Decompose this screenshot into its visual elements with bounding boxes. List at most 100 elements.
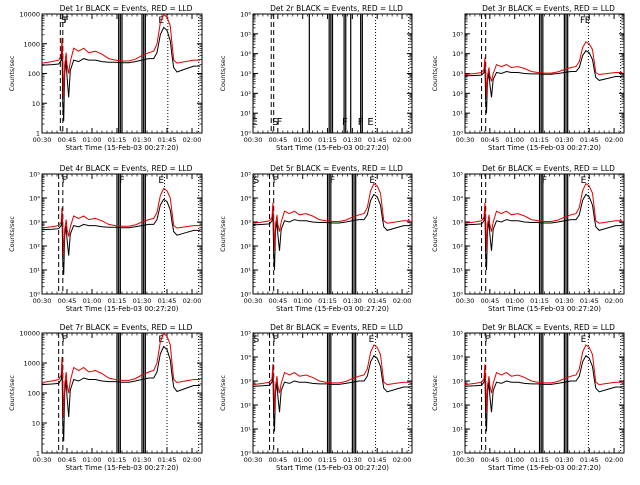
marker-label: S [61, 16, 67, 26]
x-tick-label: 02:00 [183, 136, 202, 144]
lld-trace [41, 13, 201, 98]
y-tick-label: 10¹ [240, 110, 251, 118]
marker-label: F [62, 335, 67, 345]
plot-frame [252, 173, 413, 295]
x-tick-label: 00:45 [268, 136, 287, 144]
x-tick-label: 01:15 [318, 297, 337, 305]
x-tick-label: 01:00 [83, 456, 102, 464]
events-trace [41, 26, 201, 122]
x-axis-title: Start Time (15-Feb-03 00:27:20) [276, 305, 389, 313]
y-tick-label: 10³ [29, 219, 40, 227]
x-tick-label: 01:00 [293, 136, 312, 144]
y-axis-title: Counts/sec [431, 55, 439, 91]
y-tick-label: 10³ [240, 219, 251, 227]
x-tick-label: 01:45 [580, 297, 599, 305]
marker-label: F [342, 117, 348, 128]
lld-trace [464, 182, 623, 251]
x-tick-label: 01:45 [368, 297, 387, 305]
y-tick-label: 10⁰ [240, 450, 251, 458]
y-axis-title: Counts/sec [219, 216, 227, 252]
y-tick-label: 10⁴ [452, 50, 463, 58]
y-tick-label: 10¹ [240, 267, 251, 275]
marker-label: F [277, 117, 283, 128]
y-tick-label: 10² [240, 90, 251, 98]
x-tick-label: 01:45 [368, 136, 387, 144]
plot-frame [252, 332, 413, 454]
y-tick-label: 1 [36, 450, 40, 458]
y-tick-label: 1000 [23, 40, 40, 48]
events-trace [41, 345, 201, 442]
plot-frame [464, 332, 625, 454]
x-axis-title: Start Time (15-Feb-03 00:27:20) [65, 144, 178, 152]
x-tick-label: 01:45 [580, 456, 599, 464]
panel-det-5: Det 5r BLACK = Events, RED = LLD 10⁰ 10¹ 10… [219, 164, 413, 313]
y-tick-label: 10⁵ [240, 30, 251, 38]
y-axis-title: Counts/sec [431, 375, 439, 411]
x-tick-label: 01:15 [108, 297, 127, 305]
marker-label: E [251, 117, 257, 128]
panel-title: Det 6r BLACK = Events, RED = LLD [482, 164, 615, 173]
y-tick-label: 10⁵ [29, 171, 40, 179]
x-tick-label: 01:15 [108, 136, 127, 144]
marker-label: S [272, 117, 278, 128]
panel-title: Det 3r BLACK = Events, RED = LLD [482, 4, 615, 13]
y-tick-label: 10³ [452, 378, 463, 386]
y-axis-title: Counts/sec [219, 55, 227, 91]
x-tick-label: 00:45 [480, 297, 499, 305]
y-tick-label: 10⁶ [240, 11, 251, 19]
y-tick-label: 10¹ [240, 426, 251, 434]
x-tick-label: 01:15 [530, 456, 549, 464]
marker-label: E [367, 117, 373, 128]
y-tick-label: 10² [452, 90, 463, 98]
x-tick-label: 00:30 [456, 136, 475, 144]
x-axis-title: Start Time (15-Feb-03 00:27:20) [65, 464, 178, 472]
panel-det-2: Det 2r BLACK = Events, RED = LLD 10⁰ 10¹ 10… [219, 4, 413, 152]
x-tick-label: 01:30 [343, 456, 362, 464]
y-axis-title: Counts/sec [219, 375, 227, 411]
y-tick-label: 10000 [19, 330, 40, 338]
x-tick-label: 01:45 [368, 456, 387, 464]
plot-frame [464, 173, 625, 295]
panel-det-9: Det 9r BLACK = Events, RED = LLD 10⁰ 10¹ 10… [431, 323, 625, 472]
y-tick-label: 10¹ [29, 267, 40, 275]
x-tick-label: 01:30 [555, 136, 574, 144]
x-tick-label: 00:30 [456, 456, 475, 464]
y-tick-label: 10² [452, 402, 463, 410]
events-trace [252, 355, 411, 432]
x-tick-label: 02:00 [183, 297, 202, 305]
marker-label: F [358, 117, 364, 128]
y-tick-label: 10⁵ [452, 30, 463, 38]
x-axis-title: Start Time (15-Feb-03 00:27:20) [488, 464, 601, 472]
x-tick-label: 01:45 [580, 136, 599, 144]
marker-label: E [585, 16, 591, 26]
x-tick-label: 02:00 [605, 136, 624, 144]
x-tick-label: 01:00 [83, 297, 102, 305]
y-tick-label: 10⁴ [452, 195, 463, 203]
events-trace [464, 355, 623, 432]
x-tick-label: 02:00 [393, 456, 412, 464]
lld-trace [41, 332, 201, 418]
panel-title: Det 2r BLACK = Events, RED = LLD [270, 4, 403, 13]
y-tick-label: 10⁴ [240, 195, 251, 203]
x-tick-label: 00:30 [456, 297, 475, 305]
y-tick-label: 10⁴ [452, 354, 463, 362]
x-tick-label: 00:30 [244, 297, 263, 305]
lld-trace [252, 344, 411, 413]
panel-det-4: Det 4r BLACK = Events, RED = LLD 10⁰ 10¹ 10… [8, 164, 203, 313]
x-tick-label: 01:30 [133, 136, 152, 144]
x-tick-label: 01:00 [293, 297, 312, 305]
lld-trace [252, 182, 411, 251]
y-tick-label: 10² [29, 243, 40, 251]
y-axis-title: Counts/sec [8, 216, 16, 252]
panel-title: Det 4r BLACK = Events, RED = LLD [60, 164, 193, 173]
x-tick-label: 01:30 [133, 297, 152, 305]
y-tick-label: 10⁰ [240, 291, 251, 299]
x-tick-label: 01:00 [505, 136, 524, 144]
y-tick-label: 10⁰ [29, 291, 40, 299]
lld-trace [464, 41, 623, 98]
x-tick-label: 02:00 [393, 297, 412, 305]
y-tick-label: 10⁴ [240, 50, 251, 58]
panel-title: Det 9r BLACK = Events, RED = LLD [482, 323, 615, 332]
